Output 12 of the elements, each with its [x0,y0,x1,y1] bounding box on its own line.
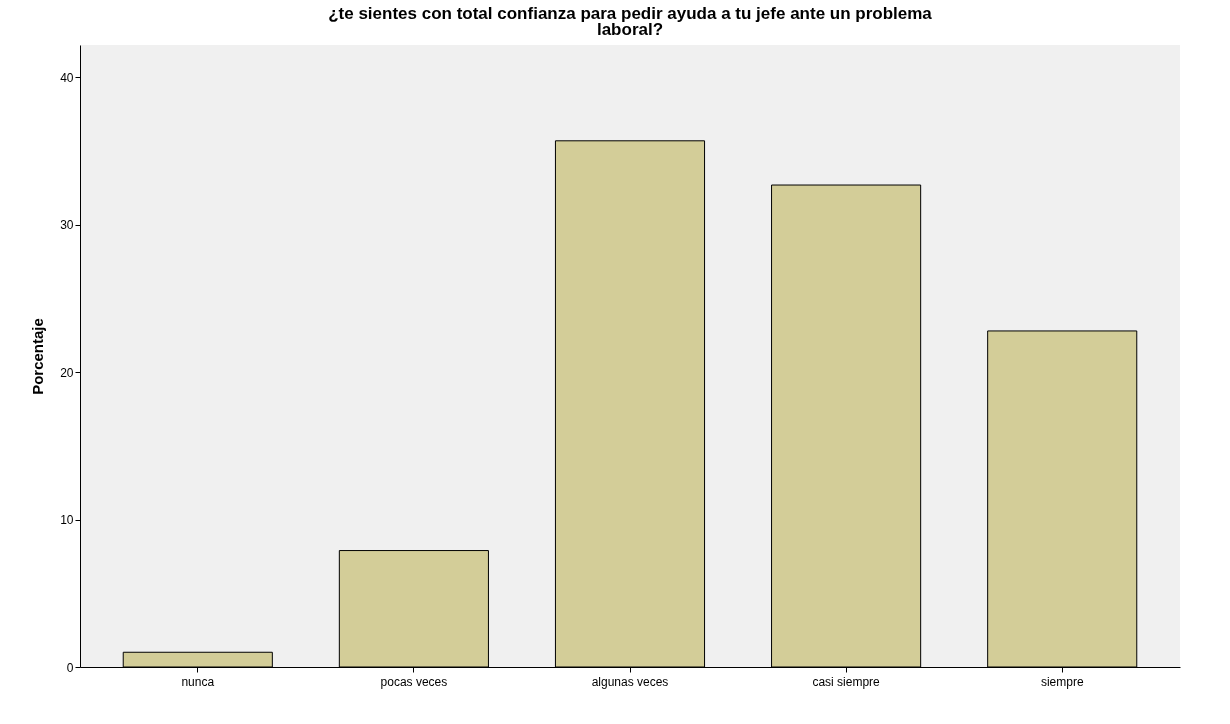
x-tick-label: nunca [181,674,215,689]
y-tick-label: 30 [60,218,74,233]
x-tick-label: pocas veces [380,674,448,689]
y-tick-label: 40 [60,70,74,85]
chart-title: ¿te sientes con total confianza para pedir ayuda a tu jefe ante un problema laboral? [328,4,933,39]
y-tick-label: 20 [60,365,74,380]
x-tick-label: siempre [1040,674,1084,689]
x-tick-label: casi siempre [812,674,881,689]
y-tick-label: 10 [60,513,74,528]
x-tick-label: algunas veces [591,674,669,689]
y-tick-label: 0 [66,660,74,675]
y-axis-title: Porcentaje [29,318,47,395]
